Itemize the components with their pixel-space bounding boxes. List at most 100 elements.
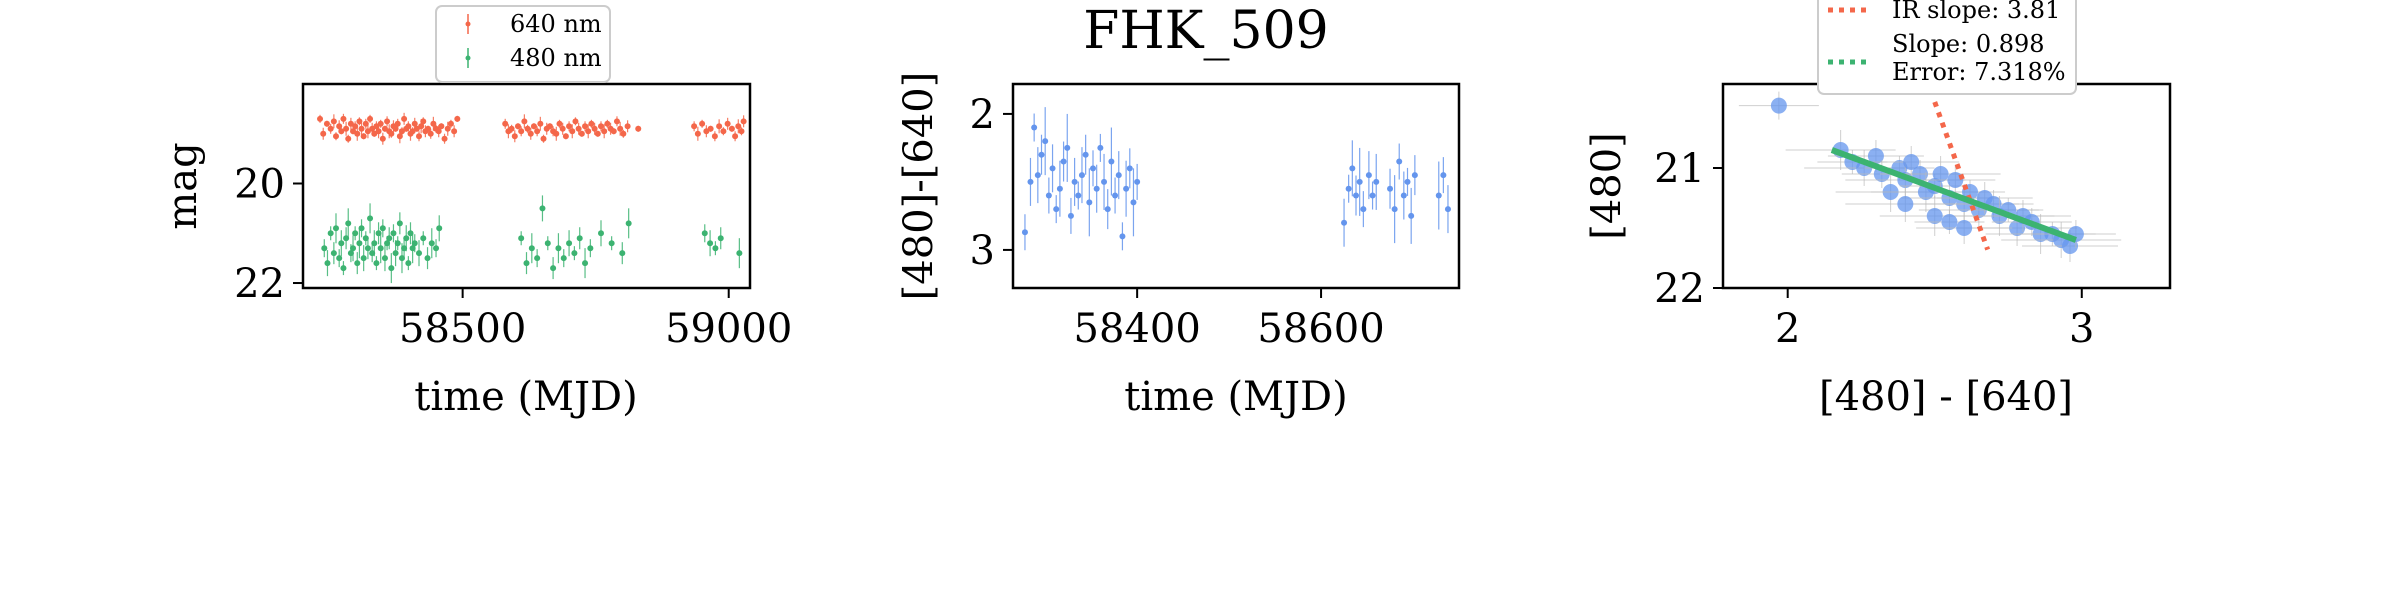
data-point: [435, 128, 442, 135]
data-point: [582, 123, 589, 130]
legend-label-480: 480 nm: [510, 44, 602, 72]
data-point: [338, 240, 345, 247]
data-point: [1444, 206, 1451, 213]
point-480nm: [582, 248, 589, 279]
data-point: [620, 130, 627, 137]
data-point: [1021, 229, 1028, 236]
data-point: [625, 220, 632, 227]
point-640nm: [511, 130, 518, 143]
point-640nm: [601, 124, 608, 139]
point-color-index: [1360, 191, 1367, 228]
data-point: [1042, 138, 1049, 145]
point-color-index: [1444, 185, 1451, 234]
legend-box: [1817, 0, 2077, 95]
data-point: [1071, 178, 1078, 185]
point-640nm: [537, 116, 544, 131]
data-point: [350, 245, 357, 252]
data-point: [514, 123, 521, 130]
point-640nm: [388, 129, 395, 138]
data-point: [1341, 219, 1348, 226]
data-point: [367, 115, 374, 122]
data-point: [1947, 172, 1964, 188]
data-point: [441, 135, 448, 142]
data-point: [712, 245, 719, 252]
panel-light-curve-ylabel: mag: [160, 142, 206, 229]
data-point: [405, 123, 412, 130]
y-tick-label: 20: [234, 162, 285, 208]
point-480nm: [371, 230, 378, 257]
data-point: [405, 260, 412, 267]
data-point: [724, 120, 731, 127]
panel-color-curve-xlabel: time (MJD): [1124, 374, 1347, 420]
point-640nm: [514, 123, 521, 130]
data-point: [1134, 178, 1141, 185]
point-color-index: [1404, 167, 1411, 196]
data-point: [738, 128, 745, 135]
legend-marker-640: [465, 14, 471, 34]
data-point: [367, 215, 374, 222]
data-point: [624, 123, 631, 130]
point-480nm: [420, 231, 427, 246]
point-640nm: [320, 127, 327, 140]
data-point: [1078, 172, 1085, 179]
point-color-index: [1369, 181, 1376, 210]
point-640nm: [617, 121, 624, 136]
data-point: [576, 235, 583, 242]
point-480nm: [566, 230, 573, 257]
data-point: [572, 118, 579, 125]
data-point: [518, 235, 525, 242]
data-point: [1053, 206, 1060, 213]
data-point: [732, 133, 739, 140]
data-point: [528, 245, 535, 252]
point-640nm: [588, 119, 595, 128]
data-point: [553, 130, 560, 137]
point-640nm: [356, 117, 363, 126]
point-640nm: [405, 121, 412, 132]
data-point: [425, 125, 432, 132]
panel-light-curve-xlabel: time (MJD): [414, 374, 637, 420]
data-point: [601, 128, 608, 135]
point-640nm: [711, 131, 718, 142]
point-480nm: [390, 224, 397, 243]
figure-title: FHK_509: [1083, 1, 1329, 61]
data-point: [354, 130, 361, 137]
data-point: [356, 240, 363, 247]
data-point: [384, 240, 391, 247]
point-color-index: [1042, 107, 1049, 176]
data-point: [694, 130, 701, 137]
data-point: [362, 235, 369, 242]
point-480nm: [560, 249, 567, 268]
data-point: [523, 260, 530, 267]
data-point: [1115, 172, 1122, 179]
legend-marker-480: [465, 48, 471, 68]
point-color-index: [1435, 161, 1442, 230]
x-tick-label: 58400: [1074, 306, 1201, 352]
point-640nm: [343, 121, 350, 136]
data-point: [1123, 185, 1130, 192]
point-640nm: [323, 120, 330, 127]
point-color-index: [1045, 177, 1052, 214]
point-color-index: [1097, 133, 1104, 162]
data-point: [330, 250, 337, 257]
point-480nm: [343, 227, 350, 250]
data-point: [527, 130, 534, 137]
ir-slope-line: [1932, 101, 1991, 251]
data-point: [358, 125, 365, 132]
data-point: [1097, 144, 1104, 151]
data-point: [411, 240, 418, 247]
point-480nm: [336, 249, 343, 268]
data-point: [1387, 185, 1394, 192]
data-point: [420, 235, 427, 242]
data-point: [320, 130, 327, 137]
point-480nm: [345, 208, 352, 239]
data-point: [454, 115, 461, 122]
data-point: [591, 125, 598, 132]
point-480nm: [523, 252, 530, 275]
data-point: [518, 128, 525, 135]
data-point: [362, 120, 369, 127]
point-640nm: [578, 130, 585, 137]
point-640nm: [427, 128, 434, 139]
point-color-index: [1134, 163, 1141, 200]
data-point: [1067, 212, 1074, 219]
point-480nm: [394, 236, 401, 251]
